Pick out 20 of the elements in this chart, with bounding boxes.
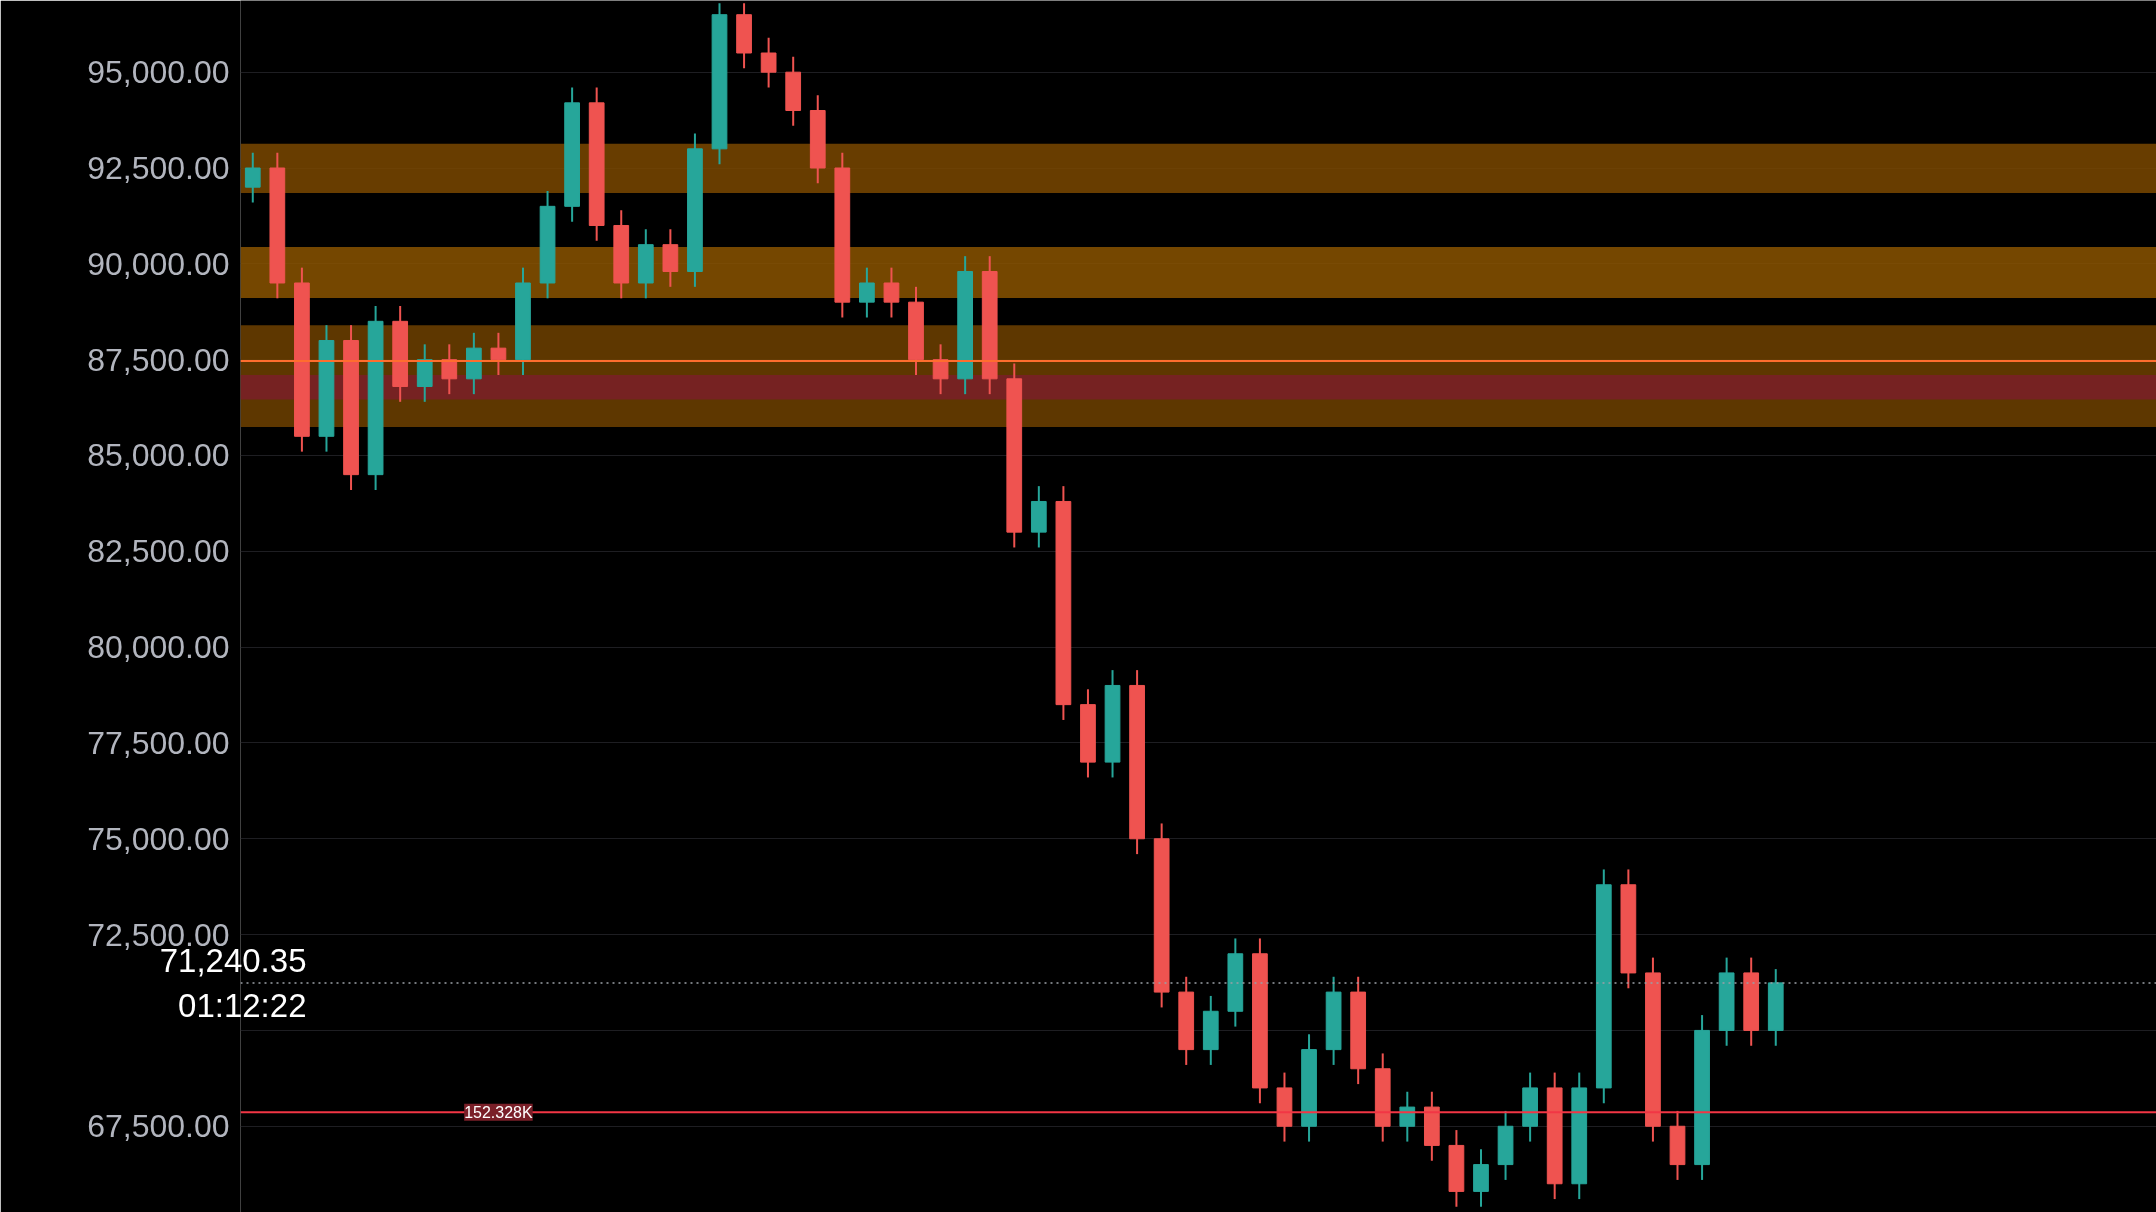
y-tick-label: 67,500.00: [87, 1108, 230, 1145]
ref-line-label: 152.328K: [464, 1103, 534, 1121]
candlestick: [244, 151, 261, 204]
y-tick-label: 75,000.00: [87, 820, 230, 857]
y-tick-label: 95,000.00: [87, 54, 230, 91]
y-tick-label: 90,000.00: [87, 245, 230, 282]
y-tick-label: 87,500.00: [87, 341, 230, 378]
candlestick: [441, 343, 458, 396]
candlestick: [883, 266, 900, 319]
y-tick-label: 85,000.00: [87, 437, 230, 474]
y-tick-label: 92,500.00: [87, 150, 230, 186]
candlestick: [760, 36, 777, 89]
candlestick: [932, 343, 949, 396]
y-tick-label: 80,000.00: [87, 629, 230, 666]
candlestick: [859, 266, 875, 319]
candlestick: [1399, 1090, 1416, 1143]
candlestick: [490, 331, 507, 376]
annotation: 01:12:22: [178, 986, 307, 1024]
y-tick-label: 77,500.00: [87, 724, 230, 761]
y-tick-label: 82,500.00: [87, 533, 230, 570]
